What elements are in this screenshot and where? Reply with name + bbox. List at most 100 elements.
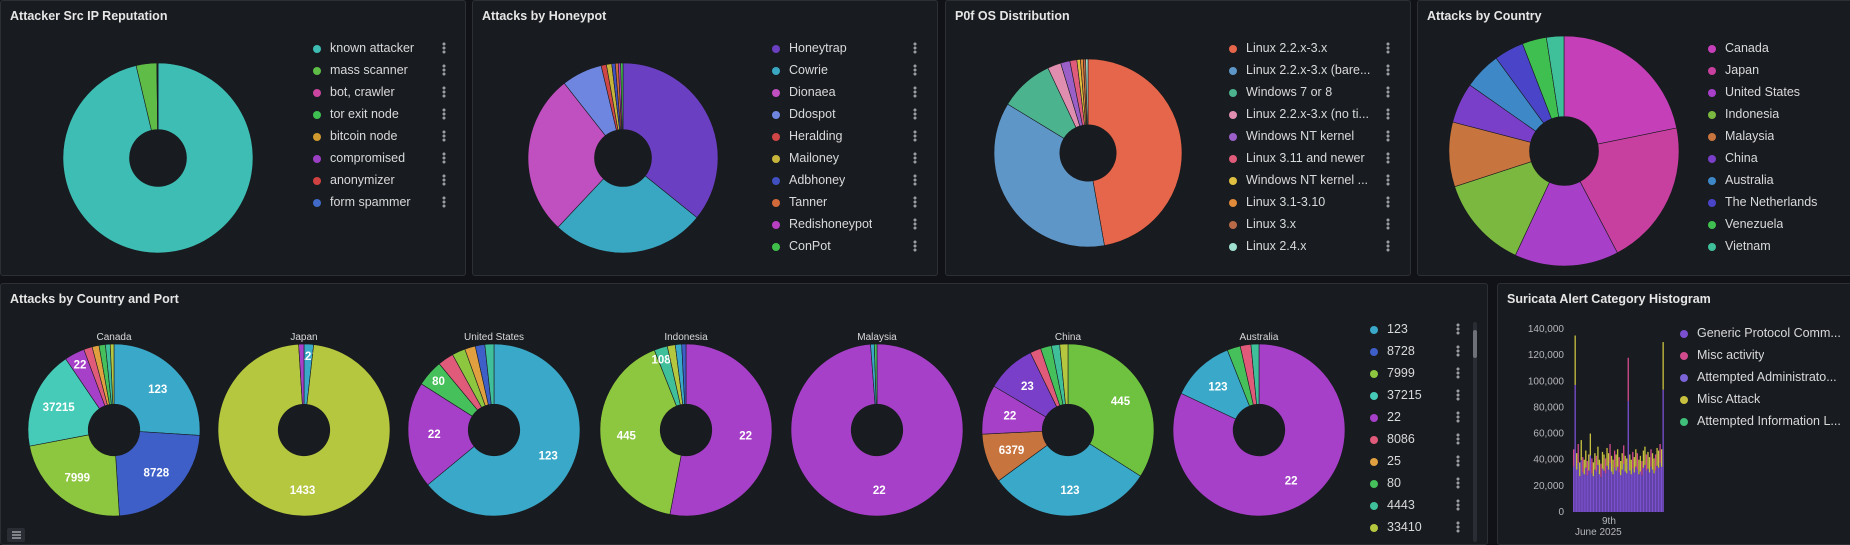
legend-item-bot-crawler[interactable]: bot, crawler xyxy=(313,83,463,105)
legend-item-linux-2-2-x-3-x-bare[interactable]: Linux 2.2.x-3.x (bare... xyxy=(1229,61,1404,83)
bar-misc-activity[interactable] xyxy=(1626,458,1627,473)
bar-misc-activity[interactable] xyxy=(1600,464,1601,478)
legend-item-windows-7-or-8[interactable]: Windows 7 or 8 xyxy=(1229,83,1404,105)
bar-generic-protocol[interactable] xyxy=(1597,465,1598,512)
legend-item-menu-icon[interactable] xyxy=(913,240,917,252)
legend-item-attempted-information-l[interactable]: Attempted Information L... xyxy=(1680,412,1850,434)
legend-item-linux-2-2-x-3-x-no-ti[interactable]: Linux 2.2.x-3.x (no ti... xyxy=(1229,105,1404,127)
bar-generic-protocol[interactable] xyxy=(1608,470,1609,512)
bar-generic-protocol[interactable] xyxy=(1599,474,1600,512)
bar-misc-activity[interactable] xyxy=(1625,456,1626,472)
legend-item-menu-icon[interactable] xyxy=(1386,240,1390,252)
bar-generic-protocol[interactable] xyxy=(1635,467,1636,512)
bar-generic-protocol[interactable] xyxy=(1649,472,1650,512)
bar-generic-protocol[interactable] xyxy=(1662,390,1663,512)
legend-item-linux-2-4-x[interactable]: Linux 2.4.x xyxy=(1229,237,1404,259)
legend-item-generic-protocol-comm[interactable]: Generic Protocol Comm... xyxy=(1680,324,1850,346)
bar-generic-protocol[interactable] xyxy=(1579,476,1580,512)
legend-item-mass-scanner[interactable]: mass scanner xyxy=(313,61,463,83)
legend-item-7999[interactable]: 7999 xyxy=(1370,364,1470,386)
legend-item-menu-icon[interactable] xyxy=(1456,411,1460,423)
bar-generic-protocol[interactable] xyxy=(1628,401,1629,512)
legend-item-honeytrap[interactable]: Honeytrap xyxy=(772,39,932,61)
bar-generic-protocol[interactable] xyxy=(1619,472,1620,512)
bar-misc-activity[interactable] xyxy=(1576,453,1577,469)
legend-item-menu-icon[interactable] xyxy=(442,174,446,186)
bar-generic-protocol[interactable] xyxy=(1611,472,1612,512)
bar-generic-protocol[interactable] xyxy=(1640,472,1641,512)
bar-misc-activity[interactable] xyxy=(1653,458,1654,473)
bar-generic-protocol[interactable] xyxy=(1587,475,1588,512)
legend-item-menu-icon[interactable] xyxy=(1456,345,1460,357)
legend-item-linux-3-11-and-newer[interactable]: Linux 3.11 and newer xyxy=(1229,149,1404,171)
bar-misc-activity[interactable] xyxy=(1661,449,1662,467)
legend-item-menu-icon[interactable] xyxy=(1386,130,1390,142)
bar-misc-activity[interactable] xyxy=(1619,457,1620,472)
bar-generic-protocol[interactable] xyxy=(1629,471,1630,512)
legend-item-menu-icon[interactable] xyxy=(1386,108,1390,120)
legend-item-adbhoney[interactable]: Adbhoney xyxy=(772,171,932,193)
legend-item-menu-icon[interactable] xyxy=(913,64,917,76)
bar-misc-activity[interactable] xyxy=(1662,342,1663,390)
legend-item-menu-icon[interactable] xyxy=(1456,455,1460,467)
bar-misc-activity[interactable] xyxy=(1588,454,1589,470)
bar-misc-activity[interactable] xyxy=(1638,460,1639,475)
bar-misc-activity[interactable] xyxy=(1647,452,1648,469)
bar-misc-activity[interactable] xyxy=(1596,456,1597,472)
bar-generic-protocol[interactable] xyxy=(1622,470,1623,512)
legend-item-united-states[interactable]: United States xyxy=(1708,83,1850,105)
legend-item-menu-icon[interactable] xyxy=(1456,433,1460,445)
bar-misc-activity[interactable] xyxy=(1614,451,1615,468)
bar-misc-activity[interactable] xyxy=(1606,448,1607,466)
legend-item-anonymizer[interactable]: anonymizer xyxy=(313,171,463,193)
legend-item-menu-icon[interactable] xyxy=(442,86,446,98)
bar-generic-protocol[interactable] xyxy=(1658,468,1659,512)
legend-item-malaysia[interactable]: Malaysia xyxy=(1708,127,1850,149)
bar-generic-protocol[interactable] xyxy=(1625,472,1626,512)
bar-misc-activity[interactable] xyxy=(1603,454,1604,470)
legend-item-the-netherlands[interactable]: The Netherlands xyxy=(1708,193,1850,215)
bar-misc-activity[interactable] xyxy=(1635,449,1636,467)
bar-misc-activity[interactable] xyxy=(1590,434,1591,456)
legend-item-linux-3-1-3-10[interactable]: Linux 3.1-3.10 xyxy=(1229,193,1404,215)
bar-generic-protocol[interactable] xyxy=(1605,473,1606,512)
pie-slice-linux-2-2-x-3-x[interactable] xyxy=(1088,59,1182,246)
bar-generic-protocol[interactable] xyxy=(1614,468,1615,512)
legend-item-menu-icon[interactable] xyxy=(913,86,917,98)
bar-misc-activity[interactable] xyxy=(1649,457,1650,472)
bar-misc-activity[interactable] xyxy=(1585,451,1586,468)
legend-item-menu-icon[interactable] xyxy=(1386,42,1390,54)
legend-item-menu-icon[interactable] xyxy=(1456,477,1460,489)
bar-misc-activity[interactable] xyxy=(1637,453,1638,469)
legend-item-menu-icon[interactable] xyxy=(1386,196,1390,208)
bar-misc-activity[interactable] xyxy=(1643,451,1644,468)
legend-item-canada[interactable]: Canada xyxy=(1708,39,1850,61)
bar-generic-protocol[interactable] xyxy=(1588,471,1589,512)
bar-generic-protocol[interactable] xyxy=(1644,465,1645,512)
legend-item-menu-icon[interactable] xyxy=(1386,64,1390,76)
bar-generic-protocol[interactable] xyxy=(1585,468,1586,512)
bar-misc-activity[interactable] xyxy=(1628,358,1629,401)
bar-generic-protocol[interactable] xyxy=(1661,467,1662,512)
bar-generic-protocol[interactable] xyxy=(1600,477,1601,512)
legend-item-compromised[interactable]: compromised xyxy=(313,149,463,171)
bar-misc-activity[interactable] xyxy=(1658,451,1659,468)
bar-generic-protocol[interactable] xyxy=(1652,470,1653,512)
bar-generic-protocol[interactable] xyxy=(1573,467,1574,512)
bar-misc-activity[interactable] xyxy=(1611,456,1612,472)
bar-generic-protocol[interactable] xyxy=(1646,471,1647,512)
bar-misc-activity[interactable] xyxy=(1573,449,1574,467)
bar-misc-activity[interactable] xyxy=(1591,458,1592,473)
bar-generic-protocol[interactable] xyxy=(1602,469,1603,512)
bar-generic-protocol[interactable] xyxy=(1581,460,1582,512)
legend-item-tanner[interactable]: Tanner xyxy=(772,193,932,215)
legend-scrollbar-thumb[interactable] xyxy=(1473,330,1477,358)
legend-item-menu-icon[interactable] xyxy=(913,108,917,120)
legend-item-japan[interactable]: Japan xyxy=(1708,61,1850,83)
legend-toggle-icon[interactable] xyxy=(7,528,25,542)
bar-misc-activity[interactable] xyxy=(1579,462,1580,476)
legend-item-misc-activity[interactable]: Misc activity xyxy=(1680,346,1850,368)
legend-item-4443[interactable]: 4443 xyxy=(1370,496,1470,518)
legend-item-conpot[interactable]: ConPot xyxy=(772,237,932,259)
bar-generic-protocol[interactable] xyxy=(1631,474,1632,512)
